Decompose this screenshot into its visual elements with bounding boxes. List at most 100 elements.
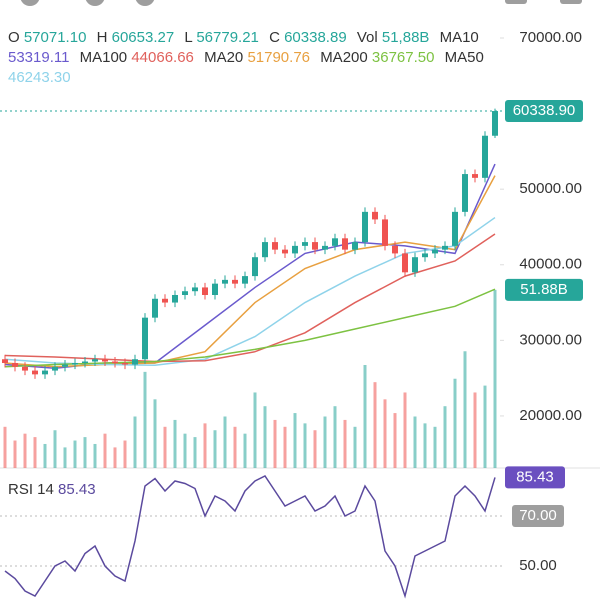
volume-bar — [143, 371, 147, 468]
volume-bar — [373, 382, 377, 468]
volume-bar — [33, 437, 37, 468]
candle-body — [162, 298, 168, 303]
rsi-level-label: 50.00 — [519, 557, 557, 574]
field-label: MA100 — [79, 49, 128, 66]
field-value: 56779.21 — [196, 29, 259, 46]
candle-body — [212, 283, 218, 295]
rsi-header: RSI 14 85.43 — [8, 481, 96, 498]
rsi-tag — [505, 466, 565, 489]
candle-body — [242, 276, 248, 284]
rsi-level-box — [512, 505, 564, 527]
field-label: C — [269, 29, 280, 46]
volume-bar — [393, 413, 397, 468]
candle-body — [382, 219, 388, 246]
volume-bar — [73, 440, 77, 468]
volume-bar — [483, 385, 487, 468]
candle-body — [2, 359, 8, 364]
candle-body — [482, 135, 488, 178]
field-value: 51,88B — [381, 29, 430, 46]
rsi-line — [4, 475, 496, 599]
candle-body — [252, 257, 258, 277]
candle-body — [92, 359, 98, 362]
volume-tag-label: 51.88B — [520, 281, 568, 298]
y-tick-label: 20000.00 — [519, 407, 582, 424]
volume-bar — [283, 426, 287, 468]
rsi-value: 85.43 — [58, 481, 96, 498]
toolbar-icon[interactable] — [135, 0, 155, 6]
toolbar-icon[interactable] — [85, 0, 105, 6]
candle-body — [72, 363, 78, 365]
volume-bar — [63, 447, 67, 468]
moving-average — [4, 288, 496, 368]
field-label: MA200 — [320, 49, 368, 66]
candle-body — [152, 298, 158, 318]
candle-body — [192, 287, 198, 292]
volume-bar — [303, 423, 307, 468]
candle-body — [362, 211, 368, 243]
candle-body — [332, 238, 338, 246]
candle-body — [102, 359, 108, 362]
toolbar-icon[interactable] — [560, 0, 582, 4]
candle-body — [222, 279, 228, 284]
volume-bar — [183, 433, 187, 468]
volume-bar — [83, 437, 87, 468]
field-value: 57071.10 — [23, 29, 87, 46]
rsi-tag-label: 85.43 — [516, 468, 554, 485]
field-label: Vol — [356, 29, 378, 46]
candle-body — [292, 245, 298, 254]
candle-body — [412, 257, 418, 273]
candle-body — [302, 242, 308, 246]
candle-body — [52, 366, 58, 371]
volume-bar — [163, 426, 167, 468]
y-tick-label: 40000.00 — [519, 256, 582, 273]
candle-body — [342, 238, 348, 250]
moving-average — [4, 163, 496, 370]
candle-body — [392, 245, 398, 254]
candle-body — [452, 211, 458, 246]
volume-bar — [123, 440, 127, 468]
volume-bar — [353, 426, 357, 468]
toolbar-icon[interactable] — [505, 0, 527, 4]
candle-body — [172, 294, 178, 303]
volume-bar — [473, 392, 477, 468]
volume-bar — [363, 365, 367, 468]
price-tag — [505, 100, 583, 123]
candle-body — [202, 287, 208, 295]
candle-body — [442, 245, 448, 250]
volume-bar — [43, 443, 47, 468]
candle-body — [62, 364, 68, 367]
field-value: 60338.89 — [284, 29, 347, 46]
field-label: MA10 — [439, 29, 479, 46]
volume-bar — [493, 289, 497, 468]
rsi-level-label: 70.00 — [519, 507, 557, 524]
volume-bar — [313, 430, 317, 468]
y-tick-label: 30000.00 — [519, 331, 582, 348]
ohlc-header: O 57071.10 H 60653.27 L 56779.21 C 60338… — [8, 28, 528, 88]
candle-body — [32, 370, 38, 375]
candle-body — [272, 242, 278, 250]
volume-bar — [333, 406, 337, 468]
volume-bar — [3, 426, 7, 468]
volume-bar — [223, 416, 227, 468]
candle-body — [112, 361, 118, 364]
candle-body — [82, 361, 88, 364]
volume-bar — [423, 423, 427, 468]
candle-body — [282, 249, 288, 254]
toolbar-icon[interactable] — [20, 0, 40, 6]
volume-bar — [23, 433, 27, 468]
moving-average — [4, 175, 496, 368]
candle-body — [262, 242, 268, 258]
field-value: 51790.76 — [247, 49, 311, 66]
candle-body — [182, 291, 188, 295]
volume-bar — [323, 416, 327, 468]
volume-bar — [103, 433, 107, 468]
volume-bar — [193, 437, 197, 468]
moving-average — [4, 233, 496, 363]
y-tick-label: 70000.00 — [519, 29, 582, 46]
volume-bar — [233, 426, 237, 468]
candle-body — [42, 370, 48, 375]
volume-bar — [253, 392, 257, 468]
candle-body — [462, 174, 468, 212]
candle-body — [322, 245, 328, 250]
